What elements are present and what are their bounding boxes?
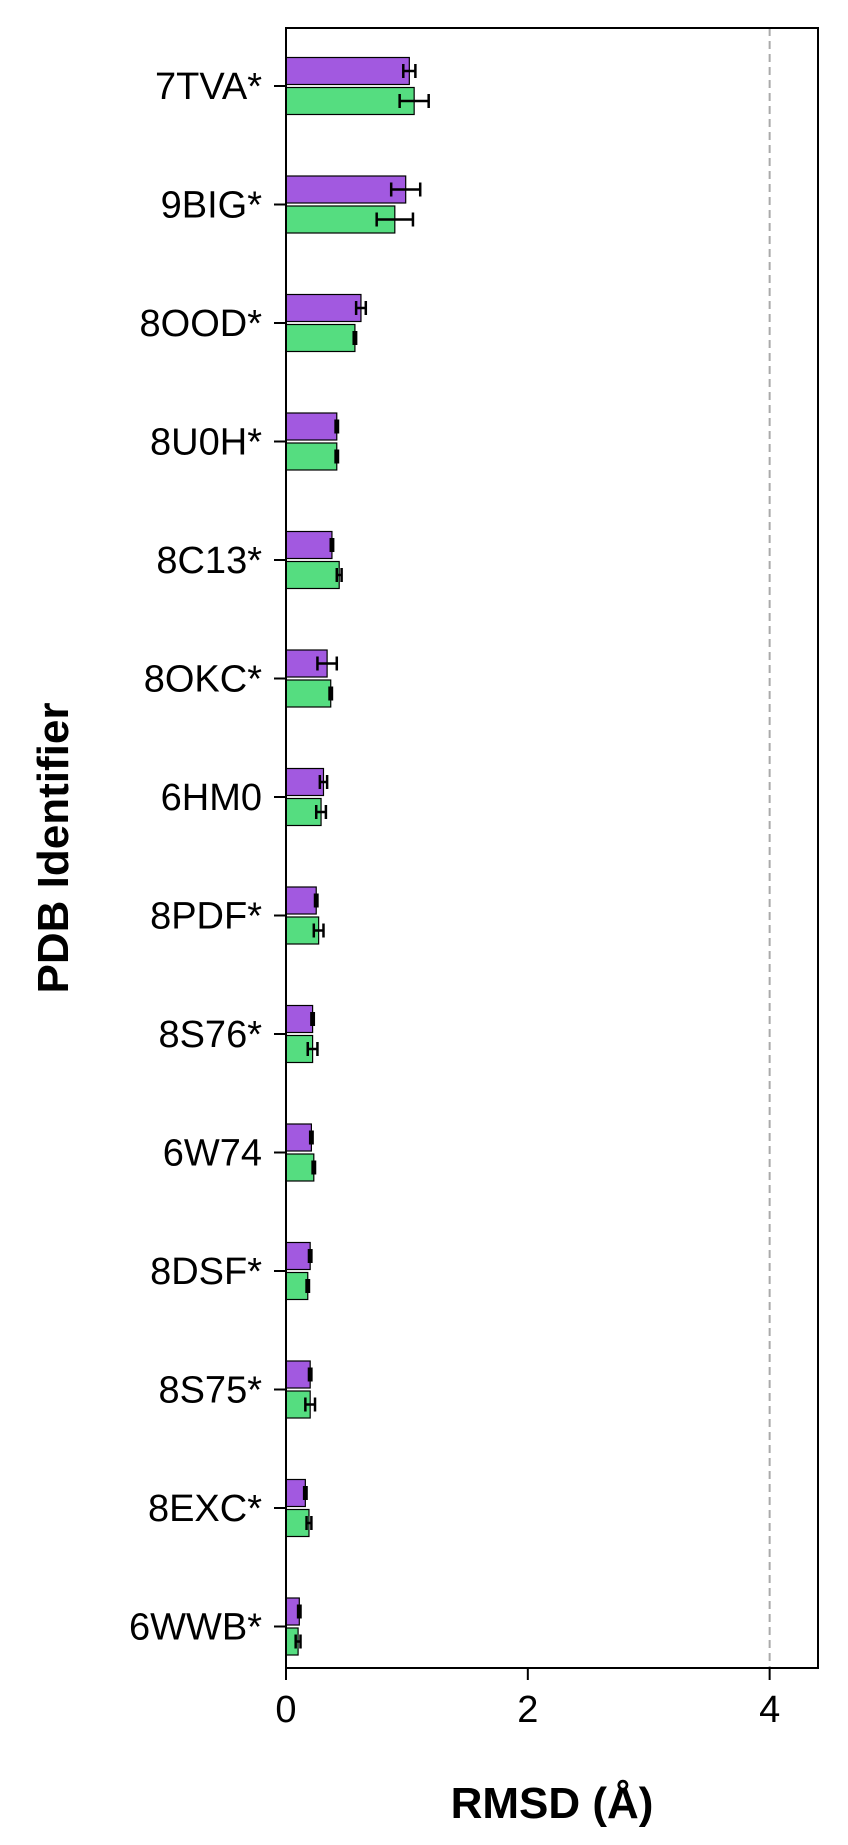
bar <box>285 1271 309 1301</box>
y-tick-label: 8PDF* <box>150 896 262 938</box>
bars-layer <box>285 56 415 1656</box>
y-tick-label: 7TVA* <box>155 66 262 108</box>
y-tick-label: 8U0H* <box>150 422 262 464</box>
bar <box>285 56 410 86</box>
bar <box>285 412 338 441</box>
y-tick-label: 6HM0 <box>161 777 262 819</box>
bar <box>285 442 338 471</box>
bar <box>285 560 340 590</box>
bar <box>285 1153 315 1182</box>
plot-frame <box>285 27 819 1669</box>
y-tick-label: 6W74 <box>163 1133 262 1175</box>
y-tick-label: 8EXC* <box>148 1488 262 1530</box>
bar <box>285 323 356 353</box>
x-tick-label: 0 <box>275 1689 296 1731</box>
error-bars-layer <box>294 64 430 1649</box>
x-tick-label: 2 <box>517 1689 538 1731</box>
y-axis: 7TVA* 9BIG* 8OOD* 8U0H* 8C13* 8OKC* 6HM0 8PDF* 8… <box>129 66 286 1649</box>
bar <box>285 86 415 116</box>
bar <box>285 1478 306 1508</box>
bar <box>285 1241 311 1271</box>
bar <box>285 175 407 204</box>
bar <box>285 679 332 708</box>
y-tick-label: 8S75* <box>158 1370 262 1412</box>
y-axis-title: PDB Identifier <box>29 703 78 994</box>
bar <box>285 767 325 797</box>
bar <box>285 1004 314 1034</box>
bar <box>285 1360 311 1389</box>
bar <box>285 293 362 323</box>
x-axis: 0 2 4 <box>275 1668 780 1731</box>
x-axis-title: RMSD (Å) <box>451 1779 654 1828</box>
y-tick-label: 8OKC* <box>144 659 262 701</box>
bar <box>285 1123 312 1152</box>
bar <box>285 530 333 560</box>
y-tick-label: 8S76* <box>158 1014 262 1056</box>
y-tick-label: 8DSF* <box>150 1251 262 1293</box>
y-tick-label: 8OOD* <box>140 303 263 345</box>
y-tick-label: 8C13* <box>156 540 262 582</box>
y-tick-label: 6WWB* <box>129 1607 262 1649</box>
bar <box>285 886 317 915</box>
x-tick-label: 4 <box>759 1689 780 1731</box>
y-tick-label: 9BIG* <box>161 185 263 227</box>
